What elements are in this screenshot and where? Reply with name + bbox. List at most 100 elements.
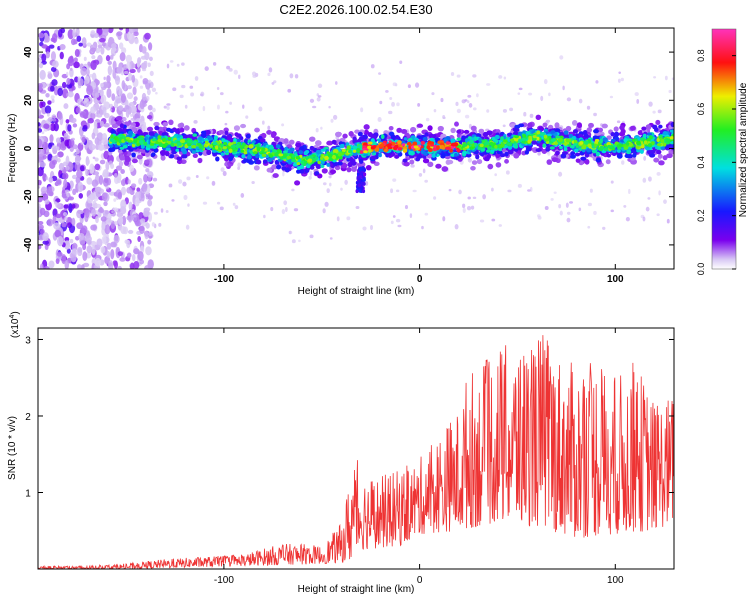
ridge-blob [591,149,598,154]
speckle [268,67,273,73]
ridge-blob [196,142,202,146]
speckle [165,209,169,213]
noise-blob [61,222,67,228]
ridge-blob [183,125,190,131]
speckle [653,76,657,79]
ridge-blob [641,126,647,131]
speckle [147,79,152,84]
ridge-blob [616,148,621,153]
ridge-blob [647,149,652,155]
speckle [491,218,496,222]
noise-blob [119,52,126,62]
ridge-blob [639,149,644,154]
ridge-blob [662,155,668,161]
ridge-blob [431,153,436,158]
noise-blob [141,46,147,54]
noise-blob [104,210,110,215]
ridge-blob [157,135,162,140]
noise-blob [64,236,70,242]
speckle [418,172,423,177]
ridge-blob [613,131,620,137]
speckle [50,95,55,100]
ridge-blob [218,130,225,135]
noise-blob [101,137,109,145]
speckle [47,71,52,75]
noise-blob [100,82,104,88]
ridge-blob [397,146,403,151]
ridge-blob [309,136,316,142]
ridge-blob [336,161,343,166]
speckle [472,196,477,200]
speckle [529,113,534,118]
speckle [407,84,411,89]
ridge-blob [171,150,178,155]
noise-blob [117,191,123,200]
ridge-blob [248,144,254,149]
ridge-blob [636,140,641,146]
noise-blob [40,186,47,195]
ridge-blob [402,148,408,153]
ridge-blob [337,152,343,157]
ridge-blob [486,149,491,153]
speckle [617,78,621,83]
noise-blob [132,86,137,96]
speckle [462,207,466,214]
speckle [114,173,118,178]
noise-blob [129,28,135,34]
noise-blob [76,35,82,42]
noise-blob [99,159,106,165]
noise-blob [86,85,93,96]
noise-blob [129,164,135,172]
speckle [141,68,147,72]
ridge-blob [365,164,372,171]
speckle [51,98,55,104]
speckle [233,69,238,75]
noise-blob [101,235,107,244]
noise-blob [38,179,42,186]
ridge-blob [315,149,321,155]
ridge-blob [283,138,289,144]
speckle [84,98,88,103]
noise-blob [57,87,63,97]
speckle [242,104,245,109]
noise-blob [85,208,90,219]
ridge-blob [427,161,434,168]
ridge-blob [276,164,282,170]
ridge-blob [514,137,519,142]
noise-blob [125,105,130,110]
ridge-blob [666,153,673,159]
ridge-blob [233,125,241,131]
speckle [547,151,551,156]
ridge-blob [572,129,579,134]
noise-blob [100,94,107,104]
noise-blob [54,229,62,238]
noise-blob [96,110,100,115]
noise-blob [76,170,83,179]
speckle [225,110,229,114]
speckle [666,218,670,224]
ridge-blob [531,140,538,145]
noise-blob [47,100,52,105]
ridge-blob [495,162,502,168]
speckle [395,218,401,223]
ridge-blob [206,149,212,156]
noise-blob [94,157,99,162]
speckle [124,70,129,75]
ridge-blob [204,140,209,145]
speckle [643,155,647,161]
ridge-blob [554,122,560,129]
noise-blob [45,51,50,59]
ridge-blob [595,151,600,157]
ridge-blob [298,150,304,155]
ridge-blob [192,153,198,159]
ridge-blob [461,135,467,140]
ridge-blob [540,132,545,137]
noise-blob [75,28,80,37]
ridge-blob [251,140,256,144]
speckle [509,107,514,112]
ridge-blob [576,122,583,129]
speckle [52,118,57,122]
speckle [224,122,228,126]
speckle [130,117,135,121]
noise-blob [68,224,76,234]
